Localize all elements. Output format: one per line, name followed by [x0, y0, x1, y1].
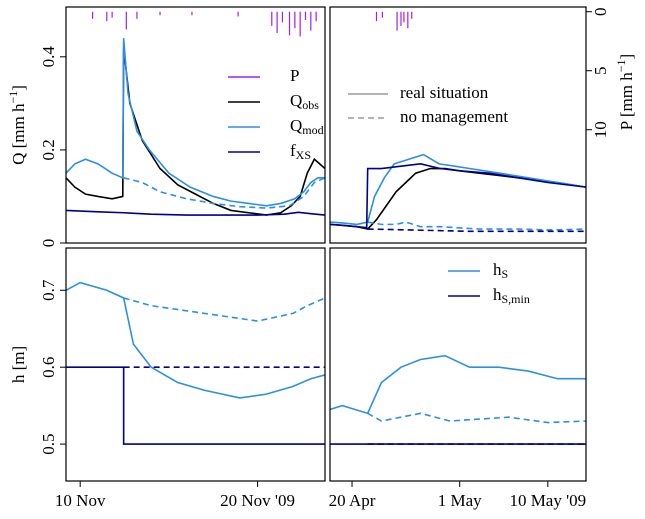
y-axis-label: h [m] — [9, 346, 28, 383]
plot-frame — [329, 6, 587, 244]
precip-bar — [136, 11, 138, 19]
precip-bar — [304, 11, 307, 20]
y-tick-label: 0.2 — [39, 139, 58, 160]
precip-bar — [411, 11, 413, 19]
precip-bar — [111, 11, 113, 18]
precip-bar — [271, 11, 273, 26]
precip-bar — [396, 11, 398, 31]
series-line — [367, 412, 586, 424]
precip-bar — [276, 11, 278, 33]
series-line — [123, 297, 325, 322]
panel — [330, 11, 586, 233]
precip-bar — [375, 11, 378, 22]
series-line — [66, 209, 325, 216]
y-tick-label: 0.7 — [39, 279, 58, 301]
legend-label: hS — [493, 260, 508, 281]
panel — [66, 11, 325, 216]
series-line — [66, 281, 325, 399]
y-tick-label: 0.5 — [39, 433, 58, 454]
precip-bar — [106, 11, 108, 22]
x-tick-label: 20 Nov '09 — [220, 491, 295, 510]
y2-tick-label: 5 — [591, 66, 610, 75]
plot-frame — [329, 247, 587, 482]
precip-bar — [191, 11, 193, 16]
series-line — [330, 354, 586, 415]
series-line — [66, 38, 325, 207]
precip-bar — [299, 11, 301, 37]
x-tick-label: 1 May — [438, 491, 482, 510]
precip-bar — [125, 11, 127, 30]
series-line — [66, 366, 325, 445]
y2-axis-label: P [mm h−1] — [614, 54, 636, 130]
panel — [66, 281, 325, 445]
precip-bar — [288, 11, 291, 36]
legend-label: fXS — [290, 141, 311, 162]
precip-bar — [281, 11, 284, 23]
precip-bar — [381, 11, 383, 18]
legend-label: no management — [400, 107, 508, 126]
y2-tick-label: 0 — [591, 7, 610, 16]
precip-bar — [403, 11, 405, 23]
legend-label: real situation — [400, 83, 489, 102]
precip-bar — [294, 11, 296, 29]
series-line — [330, 153, 586, 226]
series-line — [123, 177, 325, 209]
series-line — [367, 228, 586, 233]
x-tick-label: 10 May '09 — [509, 491, 586, 510]
series-line — [66, 47, 325, 216]
series-line — [367, 221, 586, 231]
precip-bar — [92, 11, 94, 19]
plot-frame — [65, 247, 326, 482]
precip-bar — [159, 11, 161, 16]
legend-label: hS,min — [493, 285, 530, 306]
precip-bar — [237, 11, 239, 17]
plot-frame — [65, 6, 326, 244]
y-tick-label: 0.6 — [39, 357, 58, 378]
panel — [330, 354, 586, 445]
legend-label: Qmod — [290, 116, 324, 137]
y-tick-label: 0.4 — [39, 46, 58, 68]
precip-bar — [315, 11, 317, 22]
series-line — [330, 163, 586, 229]
x-tick-label: 20 Apr — [329, 491, 376, 510]
legend-label: Qobs — [290, 91, 319, 112]
precip-bar — [310, 11, 312, 31]
y-axis-label: Q [mm h−1] — [6, 85, 28, 165]
x-tick-label: 10 Nov — [55, 491, 106, 510]
y-tick-label: 0 — [39, 239, 58, 248]
y2-tick-label: 10 — [591, 121, 610, 138]
precip-bar — [407, 11, 409, 29]
precip-bar — [400, 11, 402, 26]
legend-label: P — [290, 66, 299, 85]
